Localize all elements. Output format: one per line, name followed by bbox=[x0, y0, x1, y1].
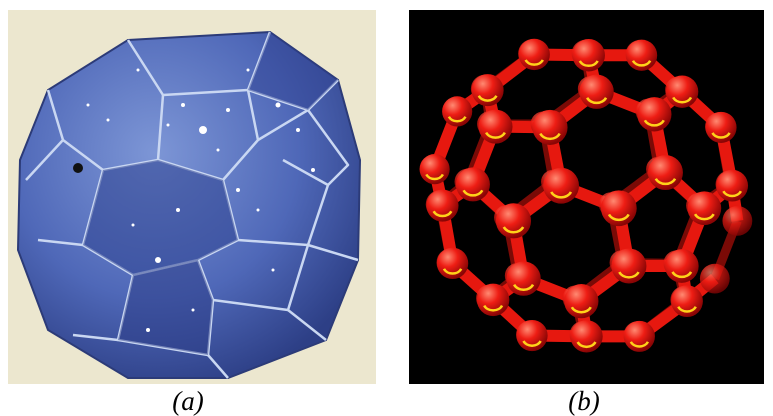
bond-tint bbox=[643, 119, 665, 127]
bond-tint bbox=[607, 213, 630, 222]
bond-tint bbox=[671, 271, 693, 279]
hole-mark bbox=[73, 163, 83, 173]
c60-molecule-illustration bbox=[419, 38, 753, 353]
atoms bbox=[419, 38, 753, 353]
bond-tint bbox=[677, 306, 697, 313]
bond-tint bbox=[576, 341, 597, 349]
bond-tint bbox=[432, 210, 453, 218]
bond-tint bbox=[425, 173, 445, 181]
bond-tint bbox=[722, 190, 743, 198]
bond-tint bbox=[693, 213, 715, 221]
polyhedron-model-illustration bbox=[16, 30, 362, 379]
bond-tint bbox=[442, 268, 463, 275]
bond-tint bbox=[513, 283, 535, 291]
bond-tint bbox=[550, 191, 573, 199]
atom bbox=[699, 263, 730, 294]
panel-a-image bbox=[8, 10, 376, 384]
bond-tint bbox=[631, 59, 652, 67]
bond-tint bbox=[711, 132, 731, 139]
caption-a: (a) bbox=[172, 386, 204, 416]
bond-tint bbox=[447, 115, 467, 123]
bond-tint bbox=[539, 132, 561, 141]
speckles bbox=[86, 68, 315, 332]
bond-tint bbox=[477, 95, 498, 102]
bond-tint bbox=[483, 304, 504, 312]
bond-tint bbox=[654, 177, 677, 186]
caption-b: (b) bbox=[568, 386, 600, 416]
bond-tint bbox=[570, 306, 592, 314]
atom bbox=[722, 205, 753, 236]
bond-tint bbox=[586, 97, 608, 105]
bond-tint bbox=[522, 340, 542, 347]
bond-tint bbox=[618, 271, 640, 279]
bond-tint bbox=[502, 226, 525, 234]
bond-tint bbox=[672, 96, 693, 104]
bond-tint bbox=[485, 131, 506, 139]
bond-tint bbox=[524, 59, 544, 66]
bond-tint bbox=[578, 60, 599, 67]
bond-tint bbox=[462, 189, 484, 197]
panel-b-image bbox=[409, 10, 764, 384]
bond-tint bbox=[629, 341, 650, 348]
